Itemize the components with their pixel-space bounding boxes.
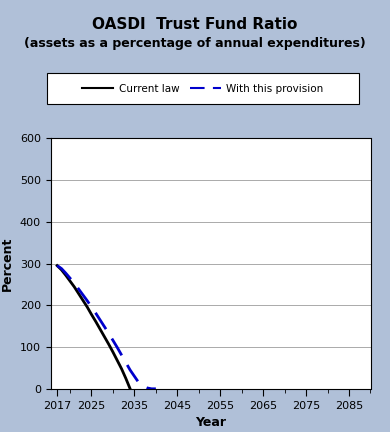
Legend: Current law, With this provision: Current law, With this provision bbox=[78, 79, 328, 98]
Text: OASDI  Trust Fund Ratio: OASDI Trust Fund Ratio bbox=[92, 17, 298, 32]
FancyBboxPatch shape bbox=[47, 73, 359, 104]
X-axis label: Year: Year bbox=[195, 416, 226, 429]
Text: (assets as a percentage of annual expenditures): (assets as a percentage of annual expend… bbox=[24, 37, 366, 50]
Y-axis label: Percent: Percent bbox=[1, 236, 14, 291]
